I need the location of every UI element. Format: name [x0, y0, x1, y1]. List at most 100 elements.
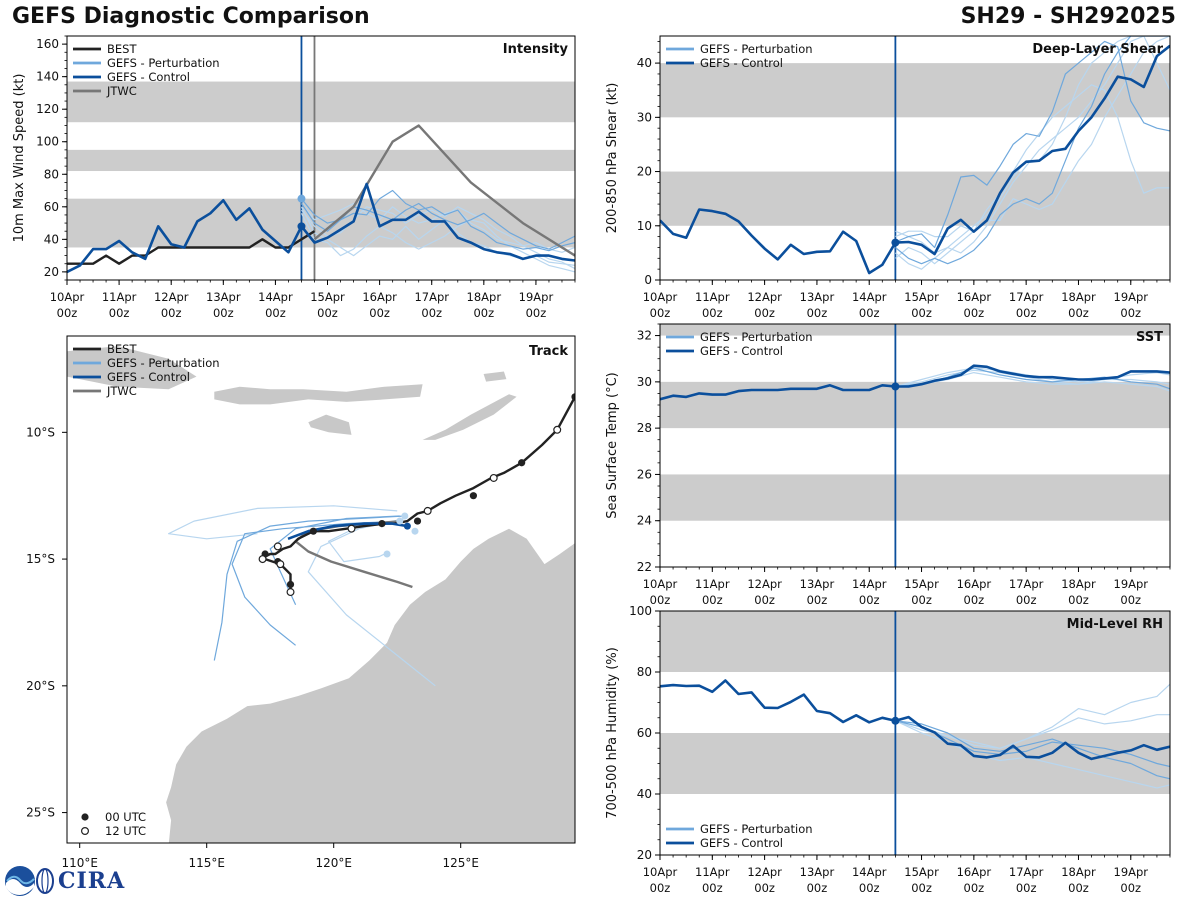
track-point-12utc — [258, 555, 267, 564]
shear-xtick-label-date: 13Apr — [800, 290, 835, 304]
shear-ytick-label: 30 — [637, 110, 652, 124]
intensity-title: Intensity — [503, 42, 569, 57]
rh-ytick-label: 100 — [629, 604, 652, 618]
rh-band-0 — [660, 733, 1170, 794]
shear-xtick-label-hour: 00z — [1016, 306, 1037, 320]
intensity-ytick-label: 40 — [44, 232, 59, 246]
track-point-12utc — [553, 425, 562, 434]
rh-xtick-label-hour: 00z — [1068, 881, 1089, 895]
intensity-xtick-label-date: 13Apr — [206, 290, 241, 304]
shear-analysis-marker — [891, 238, 900, 247]
figure-title: GEFS Diagnostic Comparison — [12, 4, 370, 29]
track-xtick-label: 110°E — [61, 856, 98, 870]
track-point-12utc — [273, 542, 282, 551]
intensity-xtick-label-date: 11Apr — [102, 290, 137, 304]
shear-ytick-label: 0 — [644, 273, 652, 287]
rh-xtick-label-hour: 00z — [1016, 881, 1037, 895]
track-legend-00utc-marker — [81, 813, 89, 821]
intensity-xtick-label-date: 18Apr — [467, 290, 502, 304]
shear-title: Deep-Layer Shear — [1032, 42, 1163, 57]
shear-xtick-label-date: 16Apr — [957, 290, 992, 304]
intensity-xtick-label-hour: 00z — [526, 306, 547, 320]
track-point-00utc — [378, 519, 386, 528]
shear-xtick-label-hour: 00z — [1120, 306, 1141, 320]
intensity-legend-label: BEST — [107, 42, 137, 56]
sst-band-0 — [660, 474, 1170, 521]
intensity-analysis-marker — [297, 222, 306, 231]
australia-landmass — [166, 528, 575, 843]
rh-xtick-label-date: 12Apr — [747, 865, 782, 879]
shear-chart: 0 10 20 30 40 10Apr 00z 11Apr 00z 12Apr 00z 13Apr 00… — [605, 35, 1171, 320]
rh-ytick-label: 60 — [637, 726, 652, 740]
intensity-series-jtwc — [313, 124, 575, 257]
intensity-xtick-label-hour: 00z — [265, 306, 286, 320]
sst-ytick-label: 30 — [637, 375, 652, 389]
sst-band-2 — [660, 324, 1170, 336]
track-point-12utc — [286, 588, 295, 597]
sst-plot-area — [660, 324, 1170, 567]
track-pert-marker — [383, 550, 391, 558]
wetar-island — [483, 371, 507, 382]
track-legend-12utc-label: 12 UTC — [105, 824, 146, 838]
sst-xtick-label-hour: 00z — [754, 593, 775, 607]
track-ytick-label: 10°S — [26, 425, 55, 439]
rh-xtick-label-hour: 00z — [807, 881, 828, 895]
sst-ytick-label: 32 — [637, 329, 652, 343]
sst-xtick-label-date: 11Apr — [695, 577, 730, 591]
track-point-12utc — [423, 506, 432, 515]
track-control-marker — [403, 522, 411, 530]
shear-xtick-label-hour: 00z — [754, 306, 775, 320]
rh-legend-label: GEFS - Perturbation — [700, 822, 813, 836]
lesser-sunda-islands — [214, 384, 423, 405]
sst-xtick-label-date: 13Apr — [800, 577, 835, 591]
rh-xtick-label-hour: 00z — [964, 881, 985, 895]
track-point-12utc — [347, 524, 356, 533]
sst-xtick-label-hour: 00z — [702, 593, 723, 607]
rh-xtick-label-hour: 00z — [859, 881, 880, 895]
intensity-ylabel: 10m Max Wind Speed (kt) — [12, 74, 27, 243]
sst-xtick-label-date: 16Apr — [957, 577, 992, 591]
rh-xtick-label-date: 13Apr — [800, 865, 835, 879]
intensity-series-gefs-perturbation-1 — [301, 189, 575, 252]
shear-series-gefs-perturbation-1 — [895, 40, 1170, 249]
track-xtick-label: 115°E — [188, 856, 225, 870]
intensity-xtick-label-date: 17Apr — [414, 290, 449, 304]
sst-xtick-label-date: 15Apr — [904, 577, 939, 591]
intensity-xtick-label-hour: 00z — [161, 306, 182, 320]
track-ytick-label: 25°S — [26, 806, 55, 820]
rh-legend-label: GEFS - Control — [700, 836, 783, 850]
rh-xtick-label-date: 10Apr — [643, 865, 678, 879]
track-pert-marker — [401, 512, 409, 520]
track-frame — [66, 335, 576, 844]
intensity-xtick-label-hour: 00z — [369, 306, 390, 320]
rh-analysis-marker — [891, 716, 900, 725]
intensity-chart: 20 40 60 80 100 120 140 160 10Apr 00z 11Apr 00z 12Ap… — [12, 35, 576, 320]
rh-xtick-label-date: 19Apr — [1114, 865, 1149, 879]
track-point-00utc — [571, 393, 575, 401]
shear-xtick-label-hour: 00z — [650, 306, 671, 320]
sst-xtick-label-hour: 00z — [1068, 593, 1089, 607]
intensity-band-1 — [67, 149, 575, 172]
cira-globe-icon — [36, 868, 54, 894]
sst-xtick-label-hour: 00z — [964, 593, 985, 607]
sumba-island — [308, 414, 352, 435]
sst-xtick-label-date: 14Apr — [852, 577, 887, 591]
track-ytick-label: 20°S — [26, 679, 55, 693]
intensity-xtick-label-hour: 00z — [109, 306, 130, 320]
rh-xtick-label-hour: 00z — [650, 881, 671, 895]
shear-xtick-label-hour: 00z — [859, 306, 880, 320]
intensity-plot-area — [67, 36, 575, 280]
sst-analysis-marker — [891, 382, 900, 391]
track-legend-label: BEST — [107, 342, 137, 356]
rh-chart: 20 40 60 80 100 10Apr 00z 11Apr 00z 12Apr 00z 13Apr… — [605, 604, 1171, 895]
shear-xtick-label-hour: 00z — [807, 306, 828, 320]
noaa-logo-icon — [5, 866, 35, 896]
track-legend-label: GEFS - Control — [107, 370, 190, 384]
rh-series-gefs-control — [660, 679, 1170, 761]
shear-series-gefs-perturbation-6 — [895, 36, 1170, 265]
rh-series-gefs-perturbation-2 — [895, 720, 1170, 780]
intensity-xtick-label-hour: 00z — [213, 306, 234, 320]
shear-band-0 — [660, 171, 1170, 226]
rh-xtick-label-date: 17Apr — [1009, 865, 1044, 879]
